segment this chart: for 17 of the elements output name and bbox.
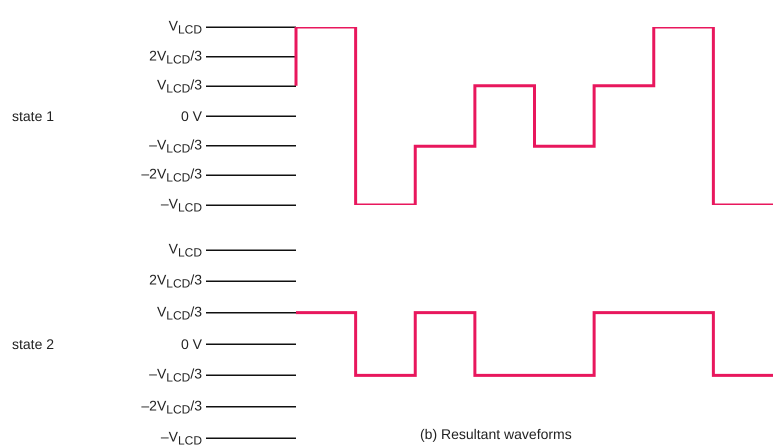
y-axis-title: state 1 <box>12 108 54 124</box>
text: 2V$_{LCD}$/3 <box>149 47 202 66</box>
text: 2V$_{LCD}$/3 <box>149 272 202 291</box>
text: –V$_{LCD}$ <box>160 196 202 214</box>
text: V$_{LCD}$/3 <box>156 303 202 322</box>
text: –V$_{LCD}$/3 <box>149 136 202 156</box>
text: 0 V <box>180 336 202 352</box>
y-axis-title: state 2 <box>12 336 54 352</box>
text: –V$_{LCD}$/3 <box>149 366 202 385</box>
text: 0 V <box>180 108 202 124</box>
text: V$_{LCD}$/3 <box>156 76 202 96</box>
text: –2V$_{LCD}$/3 <box>141 397 202 416</box>
text: V$_{LCD}$ <box>168 18 202 36</box>
text: –V$_{LCD}$ <box>160 428 202 447</box>
text: (b) Resultant waveforms <box>420 426 572 442</box>
text: V$_{LCD}$ <box>168 240 202 260</box>
text: –2V$_{LCD}$/3 <box>141 166 202 185</box>
